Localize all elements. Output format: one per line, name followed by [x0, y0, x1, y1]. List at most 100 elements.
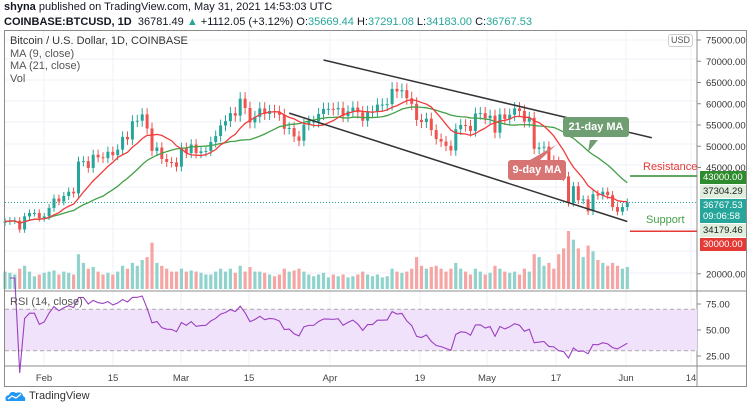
- volume-bar: [204, 274, 208, 289]
- volume-bar: [581, 257, 585, 289]
- volume-bar: [18, 268, 22, 289]
- candle-body: [444, 141, 448, 146]
- candle-body: [513, 108, 517, 115]
- volume-bar: [385, 276, 389, 289]
- candle-body: [312, 121, 316, 123]
- volume-bar: [620, 268, 624, 289]
- volume-bar: [297, 268, 301, 289]
- candle-body: [625, 202, 629, 208]
- rsi-tick-label: 75.00: [706, 300, 730, 311]
- candle-body: [189, 144, 193, 154]
- x-tick-label: Feb: [36, 373, 52, 384]
- candle-body: [199, 151, 203, 154]
- candle-body: [111, 151, 115, 156]
- legend-ma21[interactable]: MA (21, close): [10, 60, 81, 72]
- candle-body: [488, 115, 492, 119]
- y-tick-label: 50000.00: [706, 142, 746, 153]
- candle-body: [420, 119, 423, 123]
- candle-body: [67, 191, 71, 196]
- volume-bar: [170, 271, 174, 289]
- volume-bar: [473, 268, 477, 289]
- volume-bar: [174, 271, 179, 289]
- candle-body: [454, 129, 458, 151]
- open-label: O:: [296, 16, 309, 28]
- chart-frame: [4, 30, 747, 387]
- high-label: H:: [356, 16, 368, 28]
- x-tick-label: 15: [244, 373, 255, 384]
- volume-bar: [155, 262, 159, 289]
- volume-bar: [488, 272, 492, 289]
- volume-bar: [601, 262, 605, 289]
- candle-body: [62, 195, 66, 202]
- candle-body: [586, 199, 590, 212]
- volume-bar: [459, 268, 463, 289]
- candle-body: [155, 147, 159, 151]
- currency-button[interactable]: USD: [668, 34, 694, 47]
- tradingview-cloud-icon: [5, 391, 26, 401]
- volume-bar: [586, 245, 590, 289]
- candle-body: [214, 136, 218, 142]
- tradingview-logo[interactable]: TradingView: [4, 390, 90, 402]
- volume-bar: [140, 260, 144, 289]
- candle-body: [596, 194, 600, 196]
- candle-body: [116, 149, 120, 156]
- volume-bar: [184, 271, 188, 289]
- legend-ma9[interactable]: MA (9, close): [10, 47, 75, 60]
- resistance-price-label: 43000.00: [700, 171, 746, 184]
- candle-body: [493, 115, 497, 133]
- candle-body: [415, 103, 419, 120]
- candle-body: [184, 147, 188, 154]
- volume-bar: [606, 265, 610, 289]
- volume-bar: [390, 268, 394, 289]
- volume-bar: [307, 274, 311, 289]
- candle-body: [606, 191, 610, 196]
- candle-body: [224, 121, 227, 126]
- last-price: 36781.49: [137, 16, 184, 28]
- x-tick-label: Jun: [618, 373, 633, 384]
- candle-body: [395, 88, 399, 92]
- volume-bar: [537, 257, 541, 289]
- legend-volume[interactable]: Vol: [10, 72, 26, 85]
- volume-bar: [47, 271, 51, 289]
- legend-title: Bitcoin / U.S. Dollar, 1D, COINBASE: [10, 35, 188, 47]
- ma9-callout-pointer: [530, 145, 556, 160]
- rsi-legend[interactable]: RSI (14, close): [10, 296, 83, 309]
- candle-body: [429, 118, 433, 131]
- x-tick-label: May: [478, 373, 496, 384]
- candle-body: [424, 118, 428, 123]
- volume-bar: [150, 242, 154, 289]
- candle-body: [37, 212, 41, 219]
- candle-body: [576, 186, 580, 201]
- volume-bar: [233, 272, 237, 289]
- last-price-value: 36767.53: [703, 200, 743, 211]
- volume-bar: [179, 268, 183, 289]
- candle-body: [248, 108, 252, 123]
- candle-body: [233, 113, 237, 116]
- y-tick-label: 75000.00: [706, 36, 746, 47]
- volume-bar: [366, 274, 370, 289]
- x-tick-label: Mar: [173, 373, 189, 384]
- candle-body: [366, 111, 370, 121]
- volume-bar: [81, 262, 85, 289]
- low-price-label: 34179.46: [700, 224, 746, 237]
- candle-body: [81, 161, 85, 163]
- candle-body: [322, 108, 325, 114]
- volume-bar: [557, 254, 561, 289]
- y-tick-label: 55000.00: [706, 121, 746, 132]
- candle-body: [3, 221, 7, 223]
- symbol-info: COINBASE:BTCUSD, 1D 36781.49 ▲ +1112.05 …: [4, 16, 532, 29]
- volume-bar: [317, 274, 321, 289]
- candle-body: [385, 104, 389, 106]
- candle-body: [258, 108, 262, 117]
- candle-body: [228, 113, 232, 122]
- volume-bar: [356, 274, 360, 289]
- volume-bar: [130, 262, 134, 289]
- volume-bar: [547, 262, 551, 289]
- low-label: L:: [416, 16, 427, 28]
- volume-bar: [292, 270, 296, 289]
- candle-body: [292, 127, 296, 137]
- candle-body: [522, 110, 526, 122]
- volume-bar: [444, 271, 448, 289]
- candle-body: [498, 114, 502, 133]
